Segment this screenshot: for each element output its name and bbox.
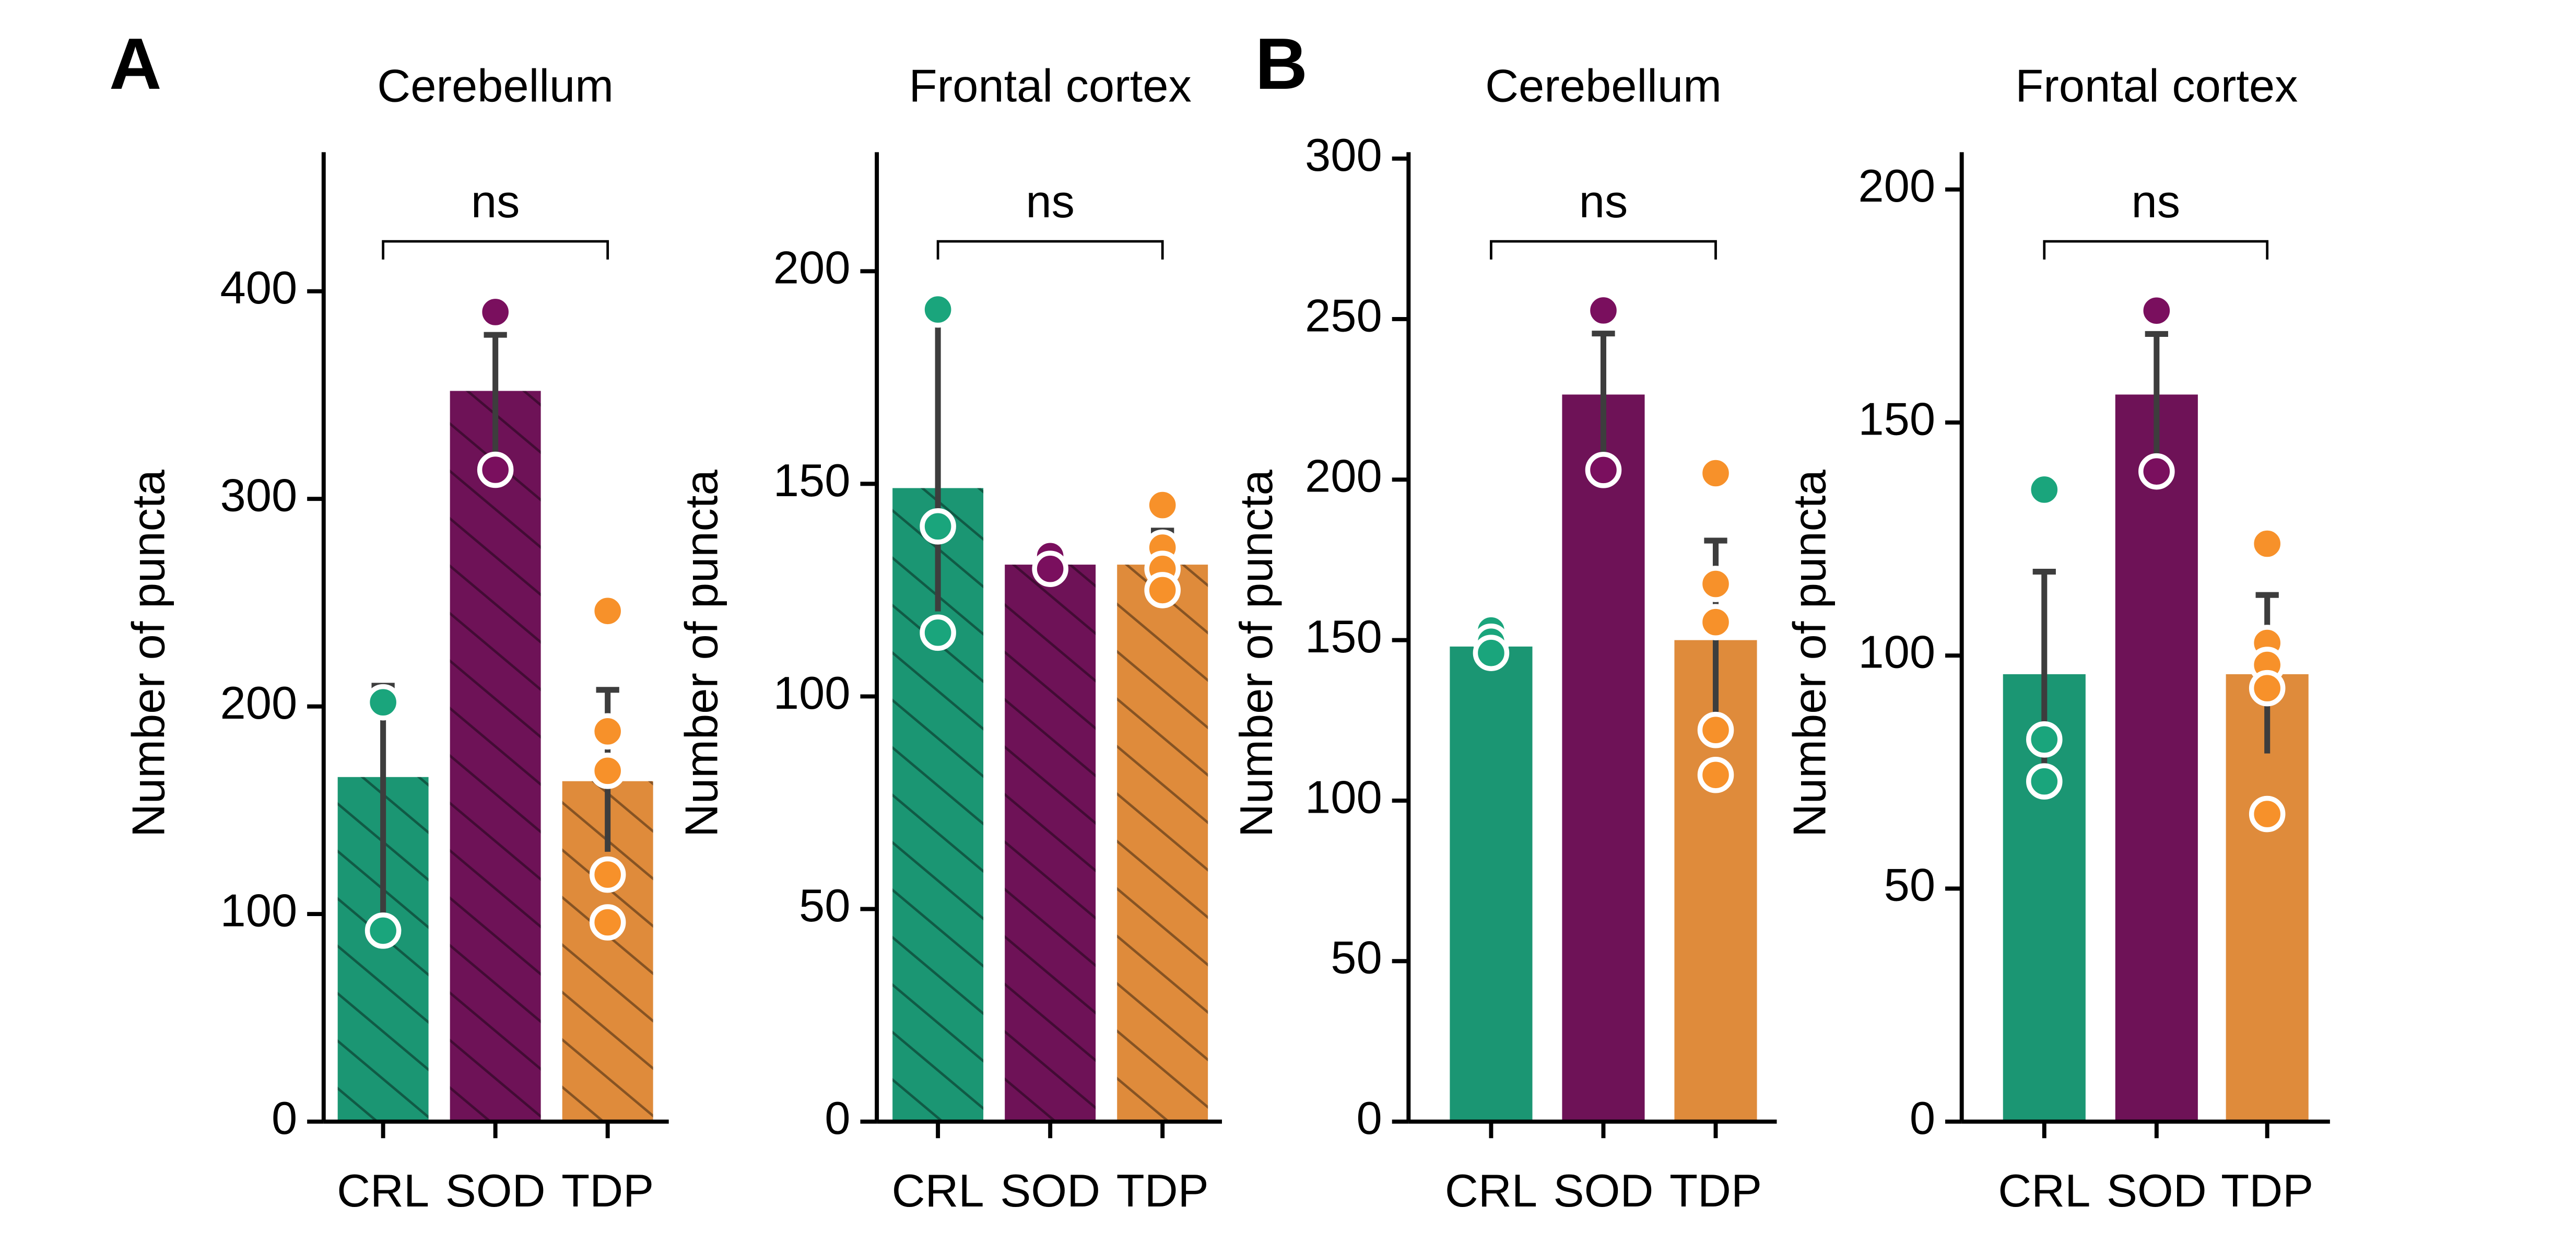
significance-label: ns bbox=[1579, 175, 1628, 227]
significance-bracket bbox=[1490, 240, 1717, 260]
significance-label: ns bbox=[471, 175, 520, 227]
data-point bbox=[2026, 471, 2063, 508]
data-point bbox=[589, 713, 626, 750]
data-point bbox=[1697, 711, 1734, 748]
y-tick-label: 0 bbox=[825, 1092, 850, 1144]
data-point bbox=[920, 614, 956, 651]
chart-title: Cerebellum bbox=[377, 60, 614, 112]
x-tick-label: TDP bbox=[1116, 1165, 1209, 1216]
bar bbox=[1562, 394, 1645, 1122]
data-point bbox=[2026, 763, 2063, 800]
bar-hatch bbox=[1117, 565, 1208, 1122]
data-point bbox=[2138, 292, 2175, 329]
bar-hatch bbox=[1005, 565, 1096, 1122]
y-tick-label: 400 bbox=[220, 262, 297, 313]
y-tick-label: 200 bbox=[1305, 450, 1382, 502]
y-tick-label: 100 bbox=[1858, 626, 1935, 678]
y-tick-label: 0 bbox=[272, 1092, 297, 1144]
data-point bbox=[1585, 452, 1622, 488]
y-tick-label: 50 bbox=[799, 880, 850, 931]
x-tick-label: SOD bbox=[1554, 1165, 1654, 1216]
x-tick-label: CRL bbox=[1998, 1165, 2090, 1216]
x-tick-label: SOD bbox=[1000, 1165, 1100, 1216]
chart-title: Frontal cortex bbox=[909, 60, 1192, 112]
x-tick-label: CRL bbox=[1445, 1165, 1537, 1216]
y-tick-label: 100 bbox=[773, 667, 851, 719]
bar-hatch bbox=[450, 391, 541, 1122]
panel-label: A bbox=[109, 24, 161, 104]
data-point bbox=[1144, 487, 1181, 523]
data-point bbox=[1697, 566, 1734, 602]
significance-label: ns bbox=[1026, 175, 1075, 227]
data-point bbox=[1473, 635, 1510, 671]
data-point bbox=[589, 593, 626, 629]
y-tick-label: 200 bbox=[1858, 160, 1935, 212]
y-tick-label: 150 bbox=[1305, 611, 1382, 662]
y-tick-label: 150 bbox=[1858, 393, 1935, 444]
y-axis-label: Number of puncta bbox=[1783, 469, 1835, 837]
x-tick-label: SOD bbox=[445, 1165, 546, 1216]
data-point bbox=[1032, 550, 1068, 587]
data-point bbox=[2026, 721, 2063, 758]
data-point bbox=[1697, 756, 1734, 793]
data-point bbox=[2138, 453, 2175, 490]
chart-title: Frontal cortex bbox=[2015, 60, 2298, 112]
y-tick-label: 50 bbox=[1331, 932, 1382, 983]
data-point bbox=[477, 451, 514, 488]
x-tick-label: CRL bbox=[892, 1165, 984, 1216]
y-tick-label: 100 bbox=[1305, 771, 1382, 823]
data-point bbox=[2249, 795, 2286, 833]
data-point bbox=[364, 684, 402, 721]
y-tick-label: 300 bbox=[1305, 129, 1382, 181]
significance-bracket bbox=[2043, 240, 2269, 260]
significance-bracket bbox=[382, 240, 609, 260]
bar bbox=[2115, 394, 2198, 1122]
y-tick-label: 0 bbox=[1910, 1092, 1935, 1144]
data-point bbox=[2249, 525, 2286, 562]
panel-label: B bbox=[1255, 24, 1308, 104]
x-tick-label: TDP bbox=[561, 1165, 654, 1216]
y-tick-label: 250 bbox=[1305, 289, 1382, 341]
data-point bbox=[920, 291, 956, 328]
significance-label: ns bbox=[2131, 175, 2180, 227]
y-tick-label: 200 bbox=[773, 242, 851, 294]
data-point bbox=[1144, 572, 1181, 608]
y-tick-label: 150 bbox=[773, 454, 851, 506]
data-point bbox=[364, 912, 402, 949]
y-axis-label: Number of puncta bbox=[676, 469, 727, 837]
data-point bbox=[589, 753, 626, 789]
data-point bbox=[589, 856, 626, 893]
data-point bbox=[477, 294, 514, 331]
y-tick-label: 300 bbox=[220, 470, 297, 521]
x-tick-label: SOD bbox=[2107, 1165, 2207, 1216]
data-point bbox=[1697, 455, 1734, 491]
x-tick-label: TDP bbox=[1669, 1165, 1762, 1216]
data-point bbox=[2249, 670, 2286, 707]
data-point bbox=[920, 508, 956, 545]
x-tick-label: CRL bbox=[337, 1165, 429, 1216]
y-tick-label: 0 bbox=[1356, 1092, 1382, 1144]
data-point bbox=[589, 904, 626, 941]
x-tick-label: TDP bbox=[2221, 1165, 2313, 1216]
y-tick-label: 200 bbox=[220, 677, 297, 729]
bar bbox=[1450, 646, 1533, 1122]
y-tick-label: 50 bbox=[1884, 859, 1935, 911]
data-point bbox=[1697, 604, 1734, 640]
y-tick-label: 100 bbox=[220, 884, 297, 936]
y-axis-label: Number of puncta bbox=[122, 469, 174, 837]
y-axis-label: Number of puncta bbox=[1230, 469, 1282, 837]
chart-title: Cerebellum bbox=[1485, 60, 1722, 112]
data-point bbox=[1585, 292, 1622, 329]
significance-bracket bbox=[936, 240, 1164, 260]
